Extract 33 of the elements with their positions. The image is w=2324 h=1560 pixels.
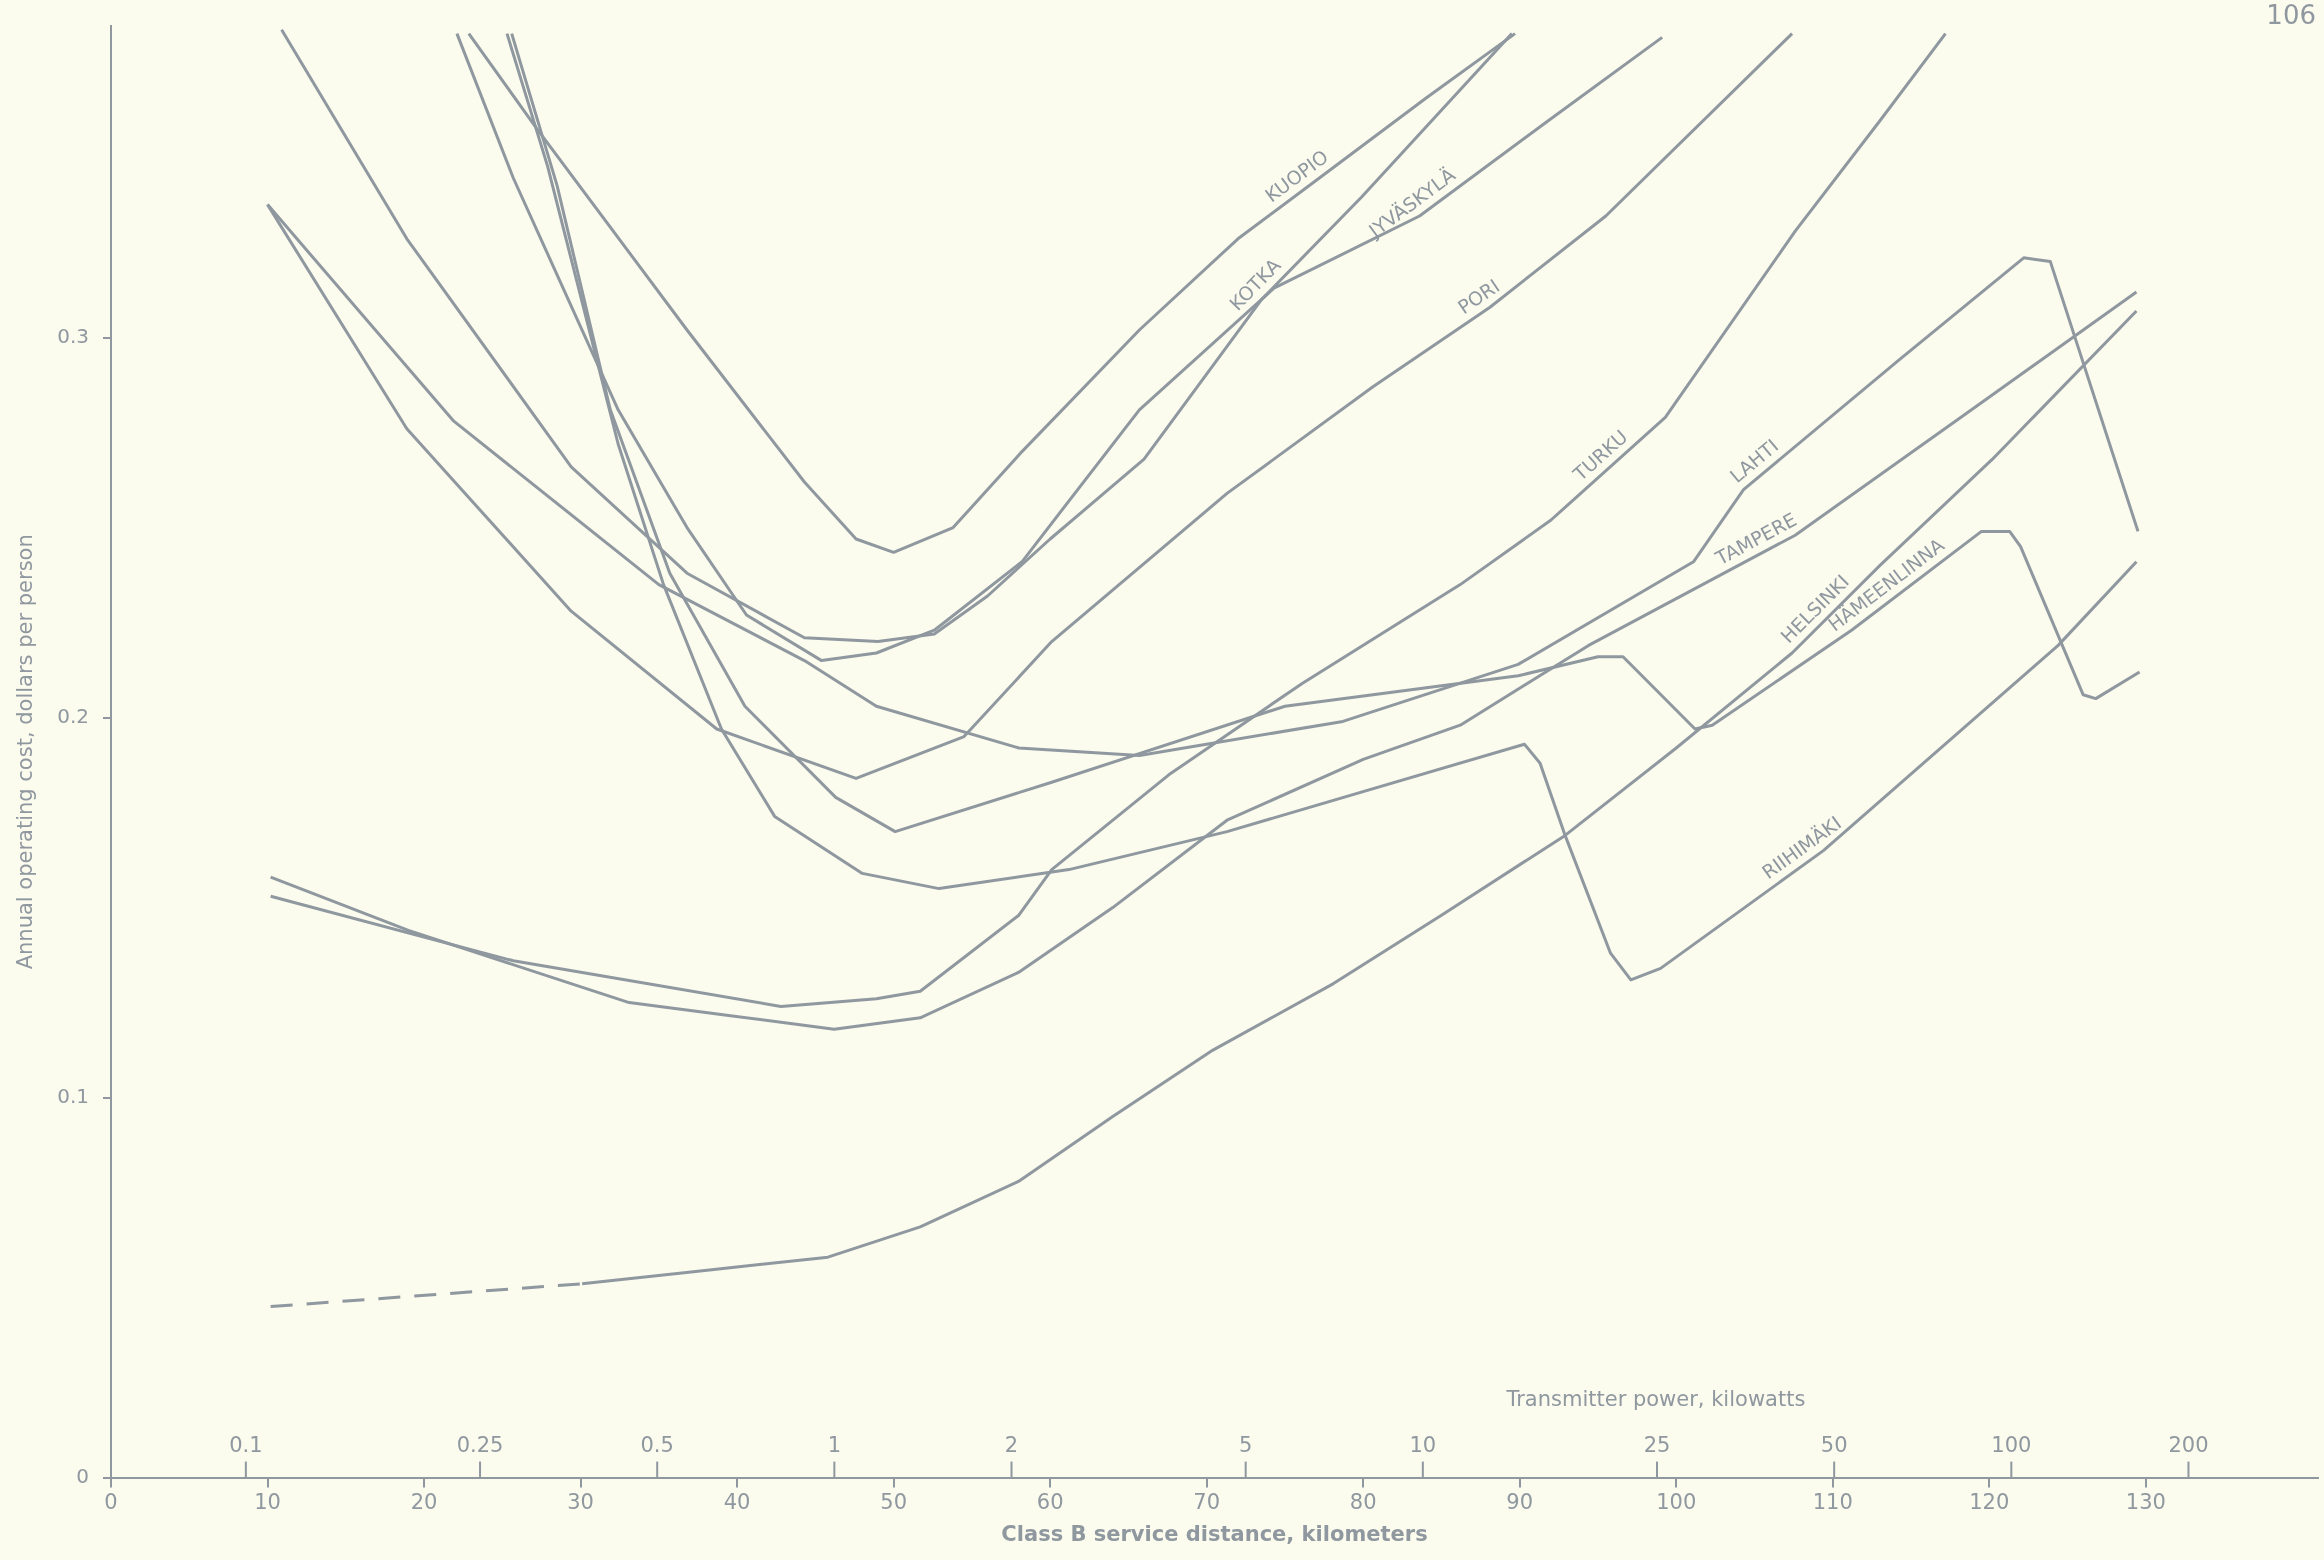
x-tick-label: 80 [1349, 1489, 1377, 1514]
x-tick-label: 10 [254, 1489, 281, 1514]
y-tick-label: 0.2 [57, 703, 90, 728]
x-tick-label: 0 [104, 1489, 118, 1514]
x-tick-label: 50 [880, 1489, 907, 1514]
annotation: 106 [2266, 0, 2316, 30]
x2-tick-label: 2 [1004, 1432, 1019, 1457]
x-tick-label: 20 [410, 1489, 438, 1514]
y-tick-label: 0.1 [57, 1083, 90, 1108]
x-tick-label: 30 [567, 1489, 594, 1514]
x2-tick-label: 100 [1991, 1432, 2032, 1457]
x2-tick-label: 0.25 [456, 1432, 504, 1457]
x-tick-label: 60 [1036, 1489, 1064, 1514]
x2-tick-label: 1 [827, 1432, 842, 1457]
x2-tick-label: 10 [1409, 1432, 1437, 1457]
y-axis-title: Annual operating cost, dollars per person [13, 534, 38, 970]
x2-tick-label: 25 [1643, 1432, 1671, 1457]
x-tick-label: 120 [1969, 1489, 2010, 1514]
x-tick-label: 70 [1193, 1489, 1221, 1514]
x-tick-label: 40 [723, 1489, 751, 1514]
x-tick-label: 90 [1506, 1489, 1534, 1514]
x2-tick-label: 200 [2168, 1432, 2209, 1457]
y-tick-label: 0 [76, 1463, 90, 1488]
x-tick-label: 130 [2125, 1489, 2166, 1514]
x2-tick-label: 0.5 [640, 1432, 674, 1457]
x-axis-title: Class B service distance, kilometers [1001, 1521, 1428, 1546]
x-tick-label: 110 [1812, 1489, 1853, 1514]
x2-tick-label: 50 [1820, 1432, 1848, 1457]
x2-tick-label: 5 [1238, 1432, 1253, 1457]
x-tick-label: 100 [1656, 1489, 1697, 1514]
x2-axis-title: Transmitter power, kilowatts [1505, 1386, 1806, 1411]
x2-tick-label: 0.1 [229, 1432, 263, 1457]
y-tick-label: 0.3 [57, 323, 90, 348]
